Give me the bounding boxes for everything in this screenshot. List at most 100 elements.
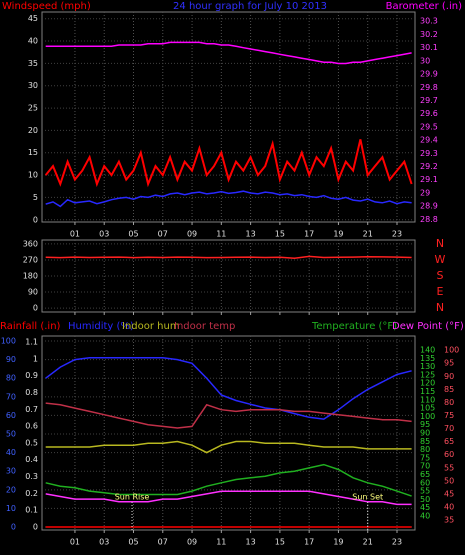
x-tick-label: 03 [99, 538, 109, 547]
x-tick-label: 17 [304, 230, 314, 239]
y-tick-label: 20 [28, 126, 38, 135]
y-tick-label: 40 [6, 448, 16, 457]
x-tick-label: 21 [363, 230, 373, 239]
y-tick-label: 29.5 [420, 122, 438, 131]
y-tick-label: 0 [33, 304, 38, 313]
y-tick-label: 1 [33, 354, 38, 363]
x-tick-label: 09 [187, 230, 197, 239]
y-tick-label: 25 [28, 104, 38, 113]
y-tick-label: 55 [420, 487, 430, 496]
y-tick-label: 20 [6, 485, 16, 494]
y-tick-label: 270 [23, 255, 38, 264]
y-tick-label: E [437, 285, 444, 298]
x-tick-label: 13 [246, 538, 256, 547]
y-tick-label: 30 [6, 467, 16, 476]
series-line [45, 255, 412, 259]
panel-frame [41, 335, 416, 531]
x-tick-label: 01 [70, 230, 80, 239]
y-tick-label: 0.1 [25, 506, 38, 515]
y-tick-label: 45 [420, 503, 430, 512]
series-line [45, 490, 412, 506]
y-tick-label: 5 [33, 193, 38, 202]
y-tick-label: 100 [444, 346, 459, 355]
y-tick-label: 180 [23, 272, 38, 281]
y-tick-label: 0 [33, 215, 38, 224]
y-tick-label: 30 [28, 81, 38, 90]
y-tick-label: 29.2 [420, 162, 438, 171]
annotation: Sun Set [352, 493, 383, 502]
y-tick-label: 0.6 [25, 422, 38, 431]
y-tick-label: N [436, 237, 444, 250]
x-tick-label: 17 [304, 538, 314, 547]
series-line [45, 440, 412, 454]
y-tick-label: 29.6 [420, 109, 438, 118]
y-tick-label: 90 [420, 429, 430, 438]
y-tick-label: 120 [420, 379, 435, 388]
y-tick-label: 60 [444, 450, 454, 459]
legend-entry: Temperature (°F) [311, 321, 397, 332]
y-tick-label: 60 [420, 478, 430, 487]
y-tick-label: 100 [1, 337, 16, 346]
x-tick-label: 07 [158, 538, 168, 547]
y-tick-label: 29.4 [420, 136, 438, 145]
y-tick-label: 360 [23, 239, 38, 248]
y-tick-label: 30.1 [420, 43, 438, 52]
y-tick-label: 95 [444, 359, 454, 368]
x-tick-label: 23 [392, 538, 402, 547]
y-tick-label: 0.5 [25, 438, 38, 447]
y-tick-label: 140 [420, 345, 435, 354]
x-tick-label: 03 [99, 230, 109, 239]
y-tick-label: 75 [444, 411, 454, 420]
y-tick-label: 65 [444, 437, 454, 446]
y-tick-label: 90 [444, 372, 454, 381]
panel-frame [41, 11, 416, 223]
y-tick-label: 55 [444, 463, 454, 472]
series-line [45, 357, 412, 420]
y2-axis-label: Barometer (.in) [386, 1, 462, 12]
legend-entry: Rainfall (.in) [0, 321, 61, 332]
x-tick-label: 09 [187, 538, 197, 547]
y-tick-label: 30.3 [420, 17, 438, 26]
y-tick-label: 40 [28, 37, 38, 46]
legend-entry: Humidity (%) [68, 321, 134, 332]
y-tick-label: 30.2 [420, 30, 438, 39]
y-tick-label: 15 [28, 148, 38, 157]
y-tick-label: 80 [444, 398, 454, 407]
y-tick-label: 29.7 [420, 96, 438, 105]
x-tick-label: 11 [216, 230, 226, 239]
y-tick-label: 29 [420, 188, 430, 197]
chart-title: 24 hour graph for July 10 2013 [173, 1, 327, 12]
y-tick-label: 10 [28, 171, 38, 180]
y-tick-label: 110 [420, 395, 435, 404]
y-tick-label: W [435, 253, 446, 266]
y-tick-label: 30 [420, 56, 430, 65]
y-tick-label: 80 [420, 445, 430, 454]
legend-entry: Dew Point (°F) [392, 321, 464, 332]
y-tick-label: 40 [420, 512, 430, 521]
series-line [45, 463, 412, 497]
series-line [45, 190, 412, 208]
series-line [44, 139, 413, 188]
x-tick-label: 05 [128, 538, 138, 547]
y-tick-label: 70 [444, 424, 454, 433]
y-tick-label: 0.9 [25, 371, 38, 380]
y-tick-label: 135 [420, 354, 435, 363]
y-tick-label: 80 [6, 374, 16, 383]
y-tick-label: S [437, 269, 444, 282]
legend-entry: Indoor hum [122, 321, 180, 332]
y-tick-label: 115 [420, 387, 435, 396]
y-tick-label: 50 [444, 476, 454, 485]
x-tick-label: 11 [216, 538, 226, 547]
y-tick-label: 45 [28, 14, 38, 23]
x-tick-label: 13 [246, 230, 256, 239]
series-line [45, 402, 412, 429]
y-tick-label: 35 [444, 516, 454, 525]
y-tick-label: 0 [33, 522, 38, 531]
y-tick-label: 125 [420, 370, 435, 379]
y-tick-label: 75 [420, 453, 430, 462]
y-tick-label: 0.3 [25, 472, 38, 481]
x-tick-label: 01 [70, 538, 80, 547]
y-tick-label: 0.8 [25, 388, 38, 397]
y-tick-label: 29.1 [420, 175, 438, 184]
